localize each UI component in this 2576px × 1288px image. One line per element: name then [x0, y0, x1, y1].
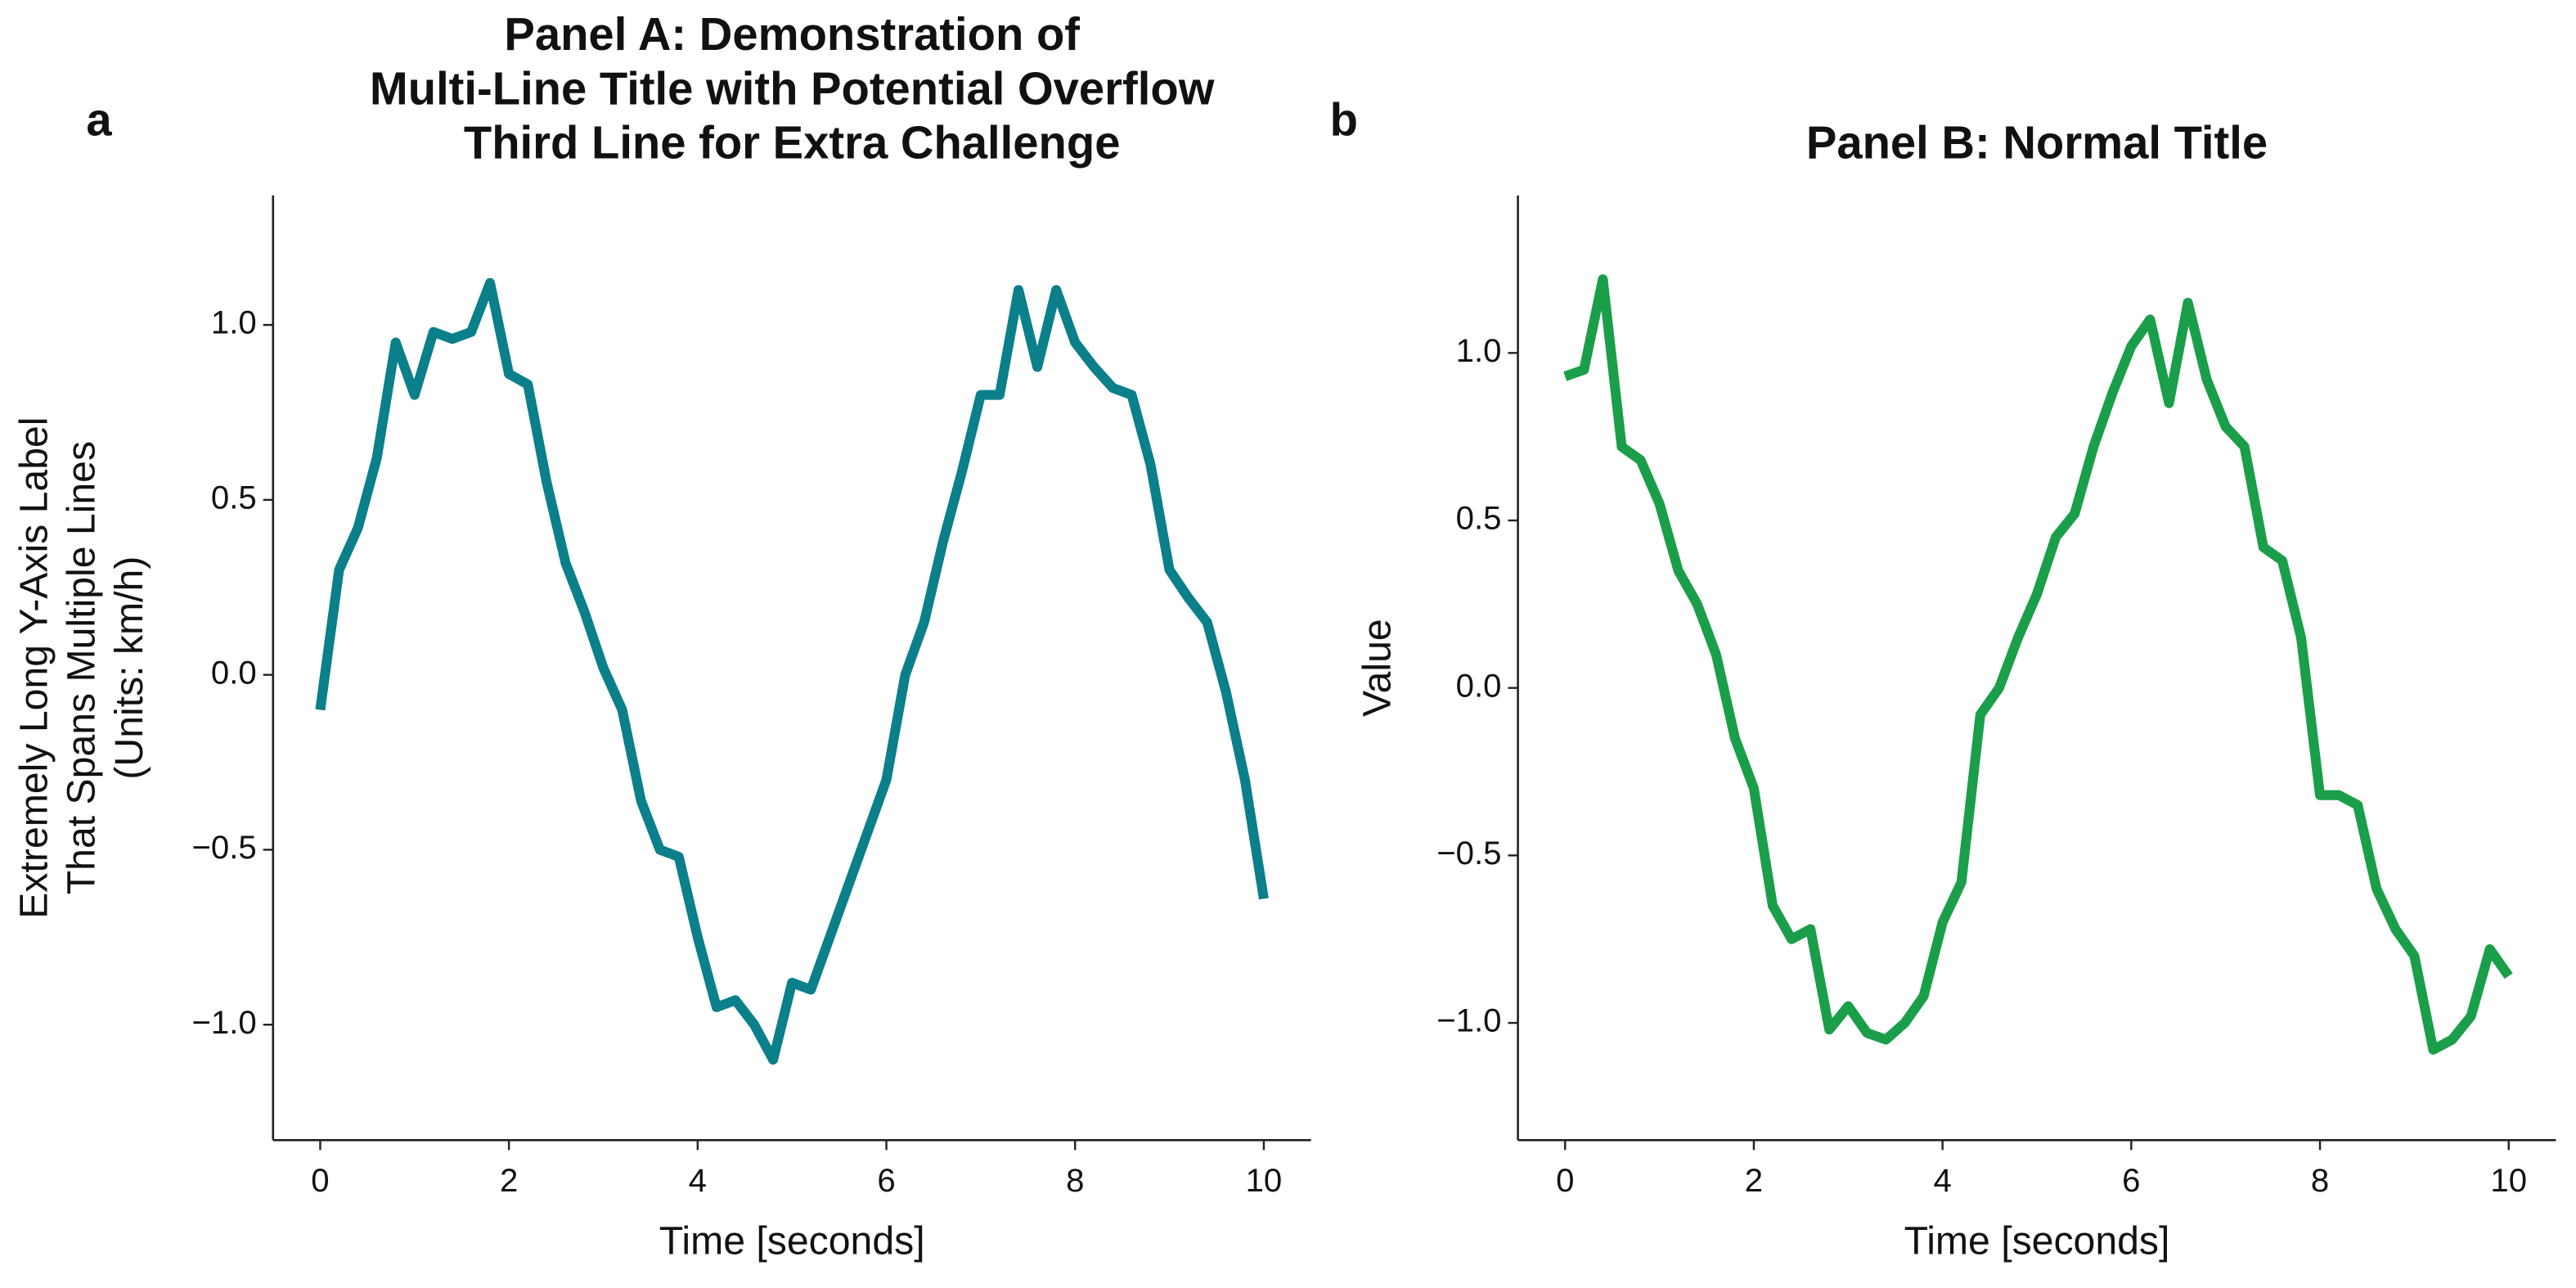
chart-title: Third Line for Extra Challenge — [464, 117, 1121, 169]
x-tick-label: 8 — [1066, 1162, 1084, 1199]
y-tick-label: −1.0 — [191, 1004, 256, 1041]
x-tick-label: 10 — [2490, 1162, 2527, 1199]
y-axis-label: (Units: km/h) — [107, 556, 151, 780]
y-tick-label: −0.5 — [191, 829, 256, 866]
x-tick-label: 0 — [1556, 1162, 1574, 1199]
x-axis-label: Time [seconds] — [1904, 1219, 2170, 1263]
chart-title: Multi-Line Title with Potential Overflow — [370, 62, 1215, 114]
y-tick-label: −0.5 — [1436, 835, 1501, 871]
x-tick-label: 2 — [500, 1162, 518, 1199]
y-tick-label: 0.0 — [211, 654, 257, 691]
x-tick-label: 2 — [1745, 1162, 1763, 1199]
x-tick-label: 6 — [877, 1162, 895, 1199]
x-tick-label: 8 — [2311, 1162, 2329, 1199]
x-tick-label: 0 — [311, 1162, 329, 1199]
x-tick-label: 10 — [1246, 1162, 1283, 1199]
y-tick-label: −1.0 — [1436, 1002, 1501, 1039]
panel-label: b — [1330, 93, 1358, 145]
chart-title: Panel A: Demonstration of — [504, 8, 1080, 60]
data-line — [315, 277, 1269, 1065]
x-tick-label: 6 — [2122, 1162, 2140, 1199]
y-tick-label: 1.0 — [211, 304, 257, 341]
y-axis-label: Extremely Long Y-Axis Label — [11, 417, 56, 919]
y-tick-label: 0.5 — [211, 479, 257, 516]
chart-title: Panel B: Normal Title — [1806, 117, 2268, 169]
data-line — [1563, 274, 2513, 1055]
y-tick-label: 0.0 — [1456, 667, 1502, 704]
y-tick-label: 1.0 — [1456, 332, 1502, 369]
x-axis-label: Time [seconds] — [659, 1219, 925, 1263]
panel-label: a — [86, 93, 112, 145]
y-tick-label: 0.5 — [1456, 500, 1502, 537]
y-axis-label: Value — [1355, 619, 1400, 717]
x-tick-label: 4 — [1933, 1162, 1951, 1199]
x-tick-label: 4 — [689, 1162, 707, 1199]
y-axis-label: That Spans Multiple Lines — [60, 441, 104, 894]
